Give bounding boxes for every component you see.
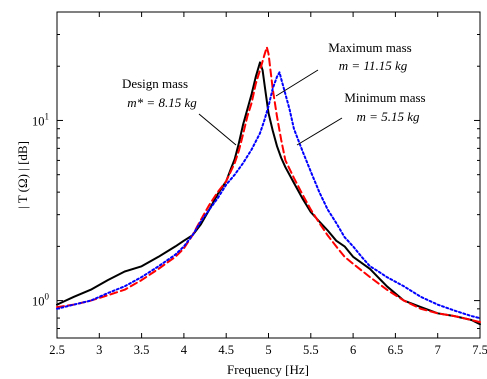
y-axis-label: | T (Ω) | [dB] [15,141,30,209]
x-tick-label-6: 5.5 [303,343,319,357]
annotation-design-line2: m* = 8.15 kg [127,95,197,110]
y-tick-label-0: 100 [32,292,50,309]
annotation-minimum: Minimum mass m = 5.15 kg [296,90,426,146]
series-layer [56,46,481,326]
annotation-minimum-leader [296,117,343,146]
annotation-design-line1: Design mass [122,76,188,91]
x-tick-label-0: 2.5 [49,343,65,357]
annotation-maximum-line1: Maximum mass [328,40,411,55]
x-tick-label-9: 7 [435,343,441,357]
annotation-minimum-line2: m = 5.15 kg [357,109,420,124]
annotation-maximum-leader [275,69,319,97]
series-line-design [56,61,481,326]
annotation-maximum: Maximum mass m = 11.15 kg [275,40,412,97]
x-tick-label-5: 5 [265,343,271,357]
annotation-design: Design mass m* = 8.15 kg [122,76,237,146]
annotation-design-leader [198,113,237,146]
x-tick-label-8: 6.5 [388,343,404,357]
series-line-minimum [56,71,481,320]
series-line-maximum [56,46,481,324]
x-axis-label: Frequency [Hz] [227,362,309,377]
y-ticks: 100 101 [32,11,480,330]
x-tick-label-3: 4 [181,343,188,357]
y-tick-label-1: 101 [32,111,49,128]
x-tick-label-2: 3.5 [134,343,150,357]
x-tick-label-10: 7.5 [472,343,487,357]
x-tick-label-1: 3 [96,343,102,357]
x-tick-label-7: 6 [350,343,356,357]
annotation-maximum-line2: m = 11.15 kg [339,58,408,73]
x-tick-label-4: 4.5 [218,343,234,357]
annotation-minimum-line1: Minimum mass [344,90,425,105]
x-ticks: 2.5 3 3.5 4 4.5 5 5.5 6 6.5 7 7.5 [49,12,487,357]
